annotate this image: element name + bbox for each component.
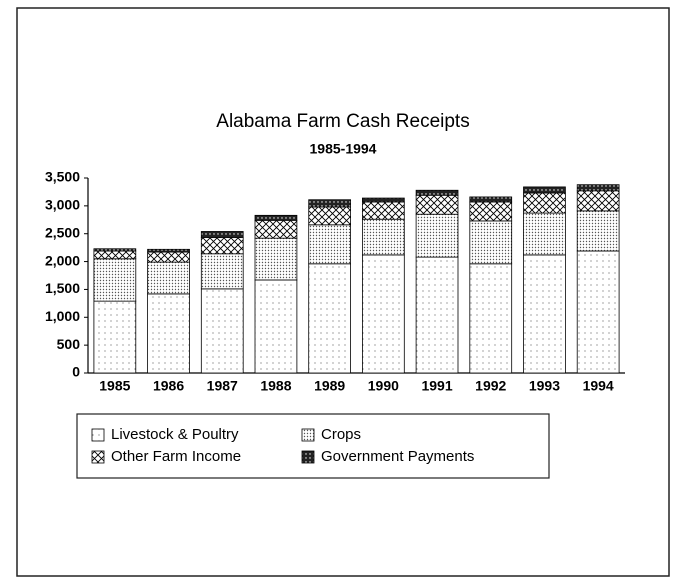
bar-segment (362, 254, 405, 374)
bar-segment (93, 258, 137, 302)
x-tick-label: 1985 (99, 378, 130, 394)
legend-label: Government Payments (321, 448, 474, 465)
bar-segment (415, 213, 459, 258)
bar-segment (576, 250, 620, 374)
bar-segment (415, 189, 459, 196)
x-tick-label: 1992 (475, 378, 506, 394)
y-tick-label: 1,000 (45, 308, 80, 324)
y-tick-label: 2,500 (45, 224, 80, 240)
legend (76, 413, 550, 479)
y-tick-label: 0 (72, 364, 80, 380)
bar-segment (576, 184, 620, 192)
bar-segment (147, 261, 190, 295)
legend-swatch (91, 428, 105, 442)
bar-segment (200, 253, 244, 290)
x-tick-label: 1990 (368, 378, 399, 394)
bar-segment (93, 300, 137, 374)
x-tick-label: 1987 (207, 378, 238, 394)
bar-segment (469, 220, 513, 265)
x-tick-label: 1989 (314, 378, 345, 394)
bar-segment (200, 231, 244, 239)
bar-segment (576, 210, 620, 252)
x-tick-label: 1986 (153, 378, 184, 394)
y-tick-label: 3,500 (45, 169, 80, 185)
bar-segment (200, 237, 244, 255)
legend-label: Other Farm Income (111, 448, 241, 465)
bar-segment (362, 201, 405, 220)
bar-segment (93, 248, 137, 252)
y-tick-label: 3,000 (45, 197, 80, 213)
bar-segment (308, 263, 351, 374)
chart-subtitle: 1985-1994 (310, 141, 377, 157)
x-tick-label: 1988 (260, 378, 291, 394)
legend-swatch (301, 450, 315, 464)
bar-segment (523, 186, 566, 194)
bar-segment (469, 196, 513, 203)
bar-segment (254, 219, 298, 239)
x-tick-label: 1991 (421, 378, 452, 394)
bar-segment (254, 214, 298, 221)
legend-label: Livestock & Poultry (111, 426, 239, 443)
y-tick-label: 1,500 (45, 280, 80, 296)
bar-segment (362, 218, 405, 256)
frame (16, 7, 670, 577)
bar-segment (147, 293, 190, 374)
bar-segment (308, 224, 351, 265)
bar-segment (415, 256, 459, 374)
bar-segment (200, 288, 244, 374)
bar-segment (254, 237, 298, 281)
bar-segment (523, 212, 566, 256)
y-tick-label: 2,000 (45, 252, 80, 268)
bar-segment (93, 250, 137, 260)
bar-segment (147, 251, 190, 263)
bar-segment (415, 194, 459, 215)
legend-label: Crops (321, 426, 361, 443)
y-tick-label: 500 (57, 336, 81, 352)
bar-segment (254, 279, 298, 374)
x-tick-label: 1993 (529, 378, 560, 394)
bar-segment (523, 192, 566, 214)
bar-segment (469, 201, 513, 222)
bar-segment (147, 248, 190, 253)
bar-segment (576, 190, 620, 212)
chart-title: Alabama Farm Cash Receipts (216, 111, 469, 132)
bar-segment (362, 197, 405, 203)
legend-swatch (91, 450, 105, 464)
bar-segment (523, 254, 566, 374)
x-tick-label: 1994 (583, 378, 614, 394)
bar-segment (308, 206, 351, 226)
bar-segment (469, 263, 513, 374)
bar-segment (308, 199, 351, 208)
legend-swatch (301, 428, 315, 442)
